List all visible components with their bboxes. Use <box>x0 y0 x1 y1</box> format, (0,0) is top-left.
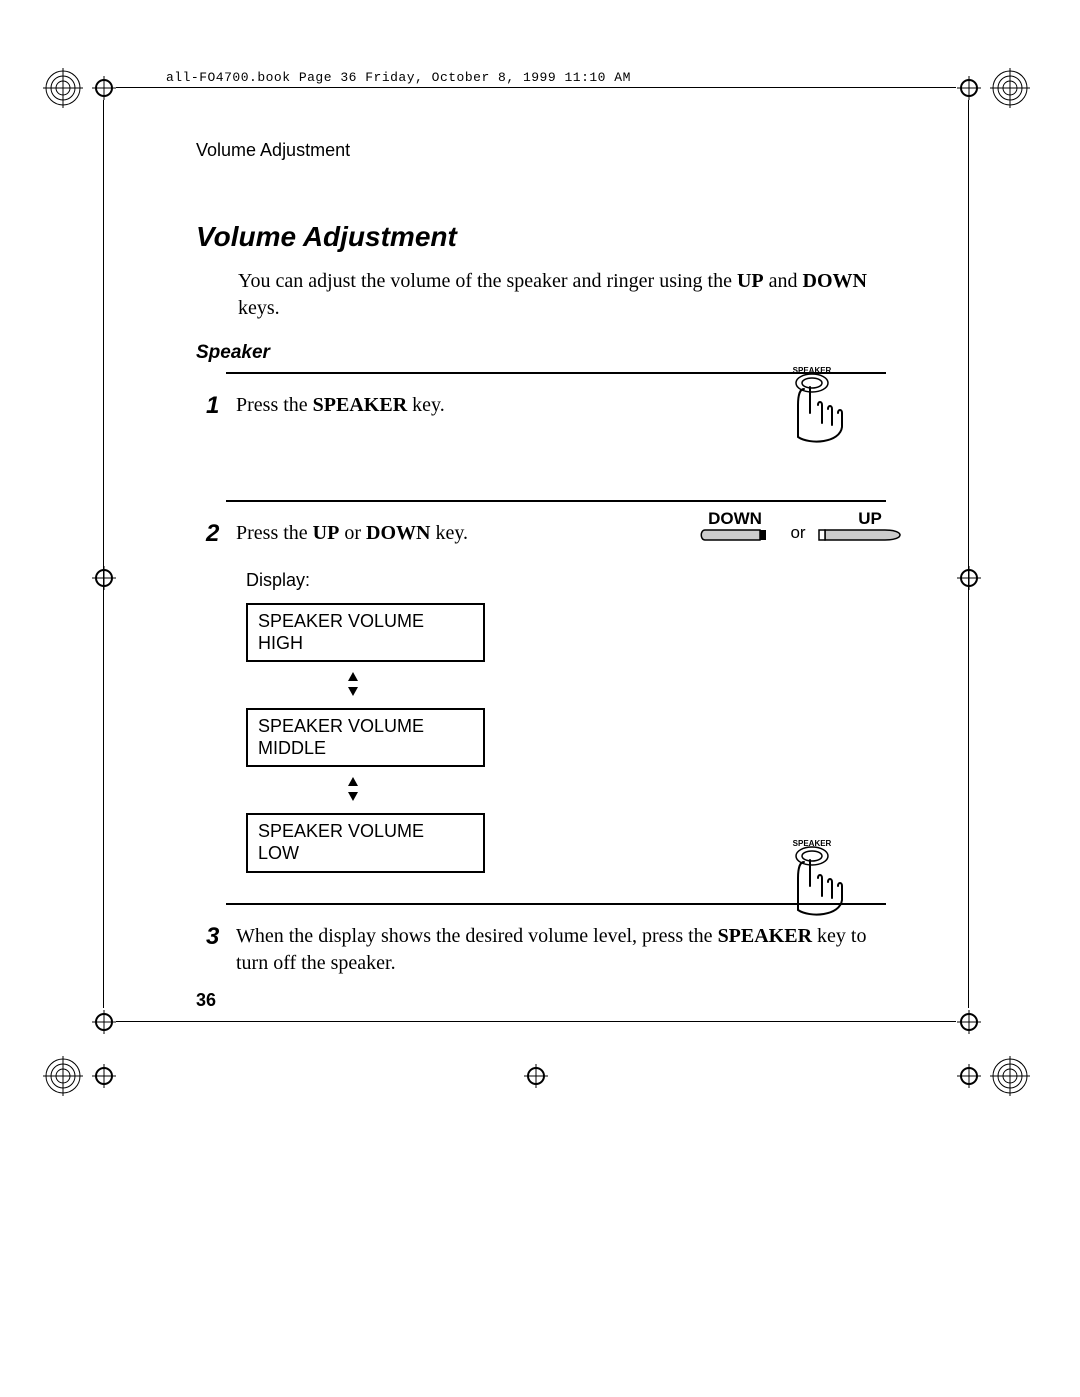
text: key. <box>407 394 445 416</box>
text: key. <box>430 522 468 544</box>
text: Press the <box>236 394 313 416</box>
divider <box>226 500 886 502</box>
page-number: 36 <box>196 990 216 1011</box>
text: or <box>339 522 366 544</box>
text: SPEAKER VOLUME <box>258 611 424 631</box>
text-bold: UP <box>737 270 764 292</box>
intro-text: You can adjust the volume of the speaker… <box>238 268 886 322</box>
running-head: Volume Adjustment <box>196 140 886 161</box>
step-number: 3 <box>206 923 236 977</box>
regmark-corner-icon <box>990 1056 1030 1096</box>
text-bold: SPEAKER <box>313 394 407 416</box>
text: LOW <box>258 843 299 863</box>
regmark-cross-icon <box>92 566 116 590</box>
text-bold: UP <box>313 522 340 544</box>
display-label: Display: <box>246 570 886 591</box>
regmark-cross-icon <box>92 1010 116 1034</box>
display-box-high: SPEAKER VOLUME HIGH <box>246 603 485 662</box>
regmark-cross-icon <box>92 1064 116 1088</box>
regmark-corner-icon <box>43 68 83 108</box>
text: HIGH <box>258 633 303 653</box>
down-label: DOWN <box>708 510 762 528</box>
text: SPEAKER VOLUME <box>258 821 424 841</box>
up-down-arrow-icon <box>346 777 886 807</box>
section-heading: Speaker <box>196 342 886 364</box>
text: Press the <box>236 522 313 544</box>
regmark-cross-icon <box>92 76 116 100</box>
text: SPEAKER VOLUME <box>258 716 424 736</box>
or-label: or <box>790 523 805 542</box>
regmark-cross-icon <box>957 1010 981 1034</box>
press-speaker-icon: SPEAKER <box>770 365 855 445</box>
file-header: all-FO4700.book Page 36 Friday, October … <box>166 70 886 85</box>
display-box-middle: SPEAKER VOLUME MIDDLE <box>246 708 485 767</box>
text-bold: DOWN <box>803 270 867 292</box>
up-down-arrow-icon <box>346 672 886 702</box>
page-title: Volume Adjustment <box>196 221 886 253</box>
regmark-cross-icon <box>957 1064 981 1088</box>
regmark-cross-icon <box>957 566 981 590</box>
up-label: UP <box>858 510 882 528</box>
regmark-corner-icon <box>43 1056 83 1096</box>
regmark-vline <box>968 100 969 1008</box>
step-3: 3 When the display shows the desired vol… <box>206 923 886 977</box>
step-number: 1 <box>206 392 236 420</box>
step-number: 2 <box>206 520 236 548</box>
text: You can adjust the volume of the speaker… <box>238 270 737 292</box>
step-text: When the display shows the desired volum… <box>236 923 886 977</box>
down-up-keys: DOWN or UP <box>700 510 910 553</box>
text: keys. <box>238 297 280 319</box>
text-bold: DOWN <box>366 522 430 544</box>
regmark-cross-icon <box>524 1064 548 1088</box>
display-box-low: SPEAKER VOLUME LOW <box>246 813 485 872</box>
regmark-cross-icon <box>957 76 981 100</box>
regmark-corner-icon <box>990 68 1030 108</box>
regmark-line <box>116 1021 956 1022</box>
regmark-vline <box>103 100 104 1008</box>
text-bold: SPEAKER <box>718 925 812 947</box>
press-speaker-icon: SPEAKER <box>770 838 855 918</box>
text: and <box>764 270 803 292</box>
text: MIDDLE <box>258 738 326 758</box>
text: When the display shows the desired volum… <box>236 925 718 947</box>
